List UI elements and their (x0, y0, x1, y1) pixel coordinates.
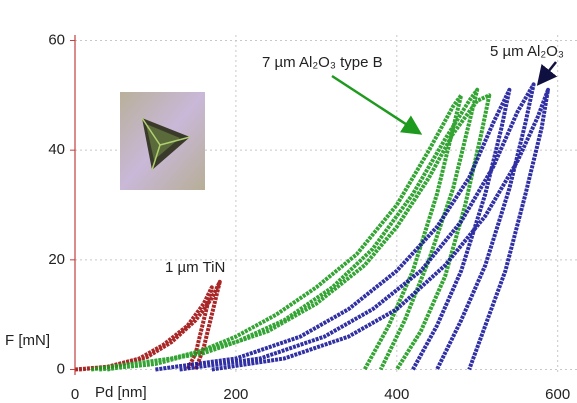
annotation: 7 µm Al₂O₃ type B (262, 54, 383, 71)
data-line (74, 279, 222, 372)
x-tick-label: 200 (223, 386, 248, 403)
y-tick-label: 20 (48, 251, 65, 268)
data-line (90, 87, 492, 372)
x-tick-label: 400 (384, 386, 409, 403)
plot-area (74, 82, 550, 372)
y-tick-label: 0 (57, 360, 65, 377)
inset-image (120, 92, 205, 190)
annotation: 5 µm Al₂O₃ (490, 43, 564, 60)
y-tick-label: 60 (48, 31, 65, 48)
grid (70, 35, 577, 375)
y-tick-label: 40 (48, 141, 65, 158)
x-tick-label: 0 (71, 386, 79, 403)
y-axis-label: F [mN] (5, 332, 50, 349)
arrow (536, 61, 558, 86)
annotation: 1 µm TiN (165, 259, 225, 276)
arrow (331, 74, 423, 135)
data-line (155, 82, 550, 372)
x-axis-label: Pd [nm] (95, 384, 147, 401)
x-tick-label: 600 (545, 386, 570, 403)
